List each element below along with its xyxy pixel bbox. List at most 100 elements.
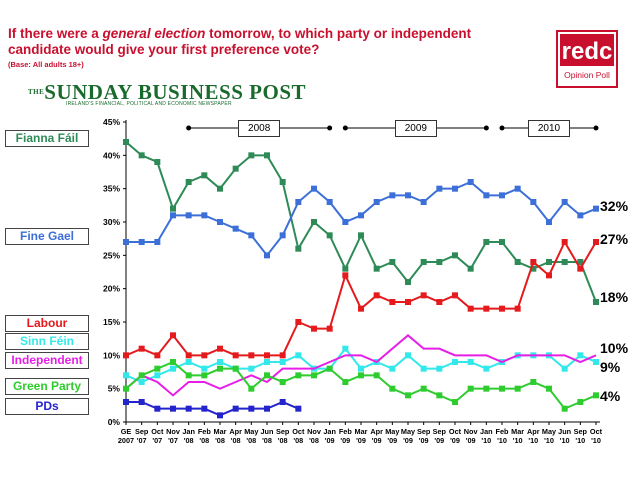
- data-point: [138, 239, 145, 245]
- data-point: [232, 165, 239, 172]
- period-dot-end: [483, 125, 489, 131]
- data-point: [593, 392, 599, 399]
- x-tick-label-year: '09: [403, 436, 413, 445]
- x-tick-label-year: '08: [262, 436, 272, 445]
- x-tick-label: Jan: [480, 427, 493, 436]
- data-point: [420, 365, 427, 372]
- data-point: [311, 185, 317, 192]
- data-point: [561, 365, 568, 372]
- data-point: [185, 212, 192, 219]
- data-point: [483, 385, 490, 392]
- data-point: [452, 185, 458, 192]
- data-point: [546, 259, 552, 265]
- masthead-subtitle: IRELAND'S FINANCIAL, POLITICAL AND ECONO…: [66, 101, 232, 107]
- x-tick-label-year: '09: [387, 436, 397, 445]
- data-point: [577, 259, 584, 265]
- data-point: [546, 272, 552, 279]
- data-point: [467, 265, 474, 272]
- data-point: [593, 359, 599, 365]
- data-point: [295, 245, 302, 252]
- data-point: [279, 359, 286, 365]
- data-point: [358, 365, 364, 372]
- data-point: [358, 305, 364, 312]
- data-point: [326, 199, 333, 205]
- data-point: [295, 319, 302, 325]
- data-point: [138, 399, 145, 405]
- x-tick-label-year: '10: [497, 436, 507, 445]
- x-tick-label-year: '09: [466, 436, 476, 445]
- data-point: [514, 185, 521, 192]
- data-point: [170, 212, 176, 219]
- data-point: [467, 179, 474, 185]
- y-tick-label: 15%: [103, 317, 120, 327]
- data-point: [373, 372, 380, 379]
- data-point: [326, 232, 333, 239]
- y-tick-label: 0%: [108, 417, 121, 427]
- x-tick-label-year: '07: [168, 436, 178, 445]
- data-point: [123, 139, 129, 145]
- data-point: [154, 239, 161, 245]
- x-tick-label: Sep: [433, 427, 447, 436]
- data-point: [123, 385, 129, 392]
- x-tick-label-year: '08: [231, 436, 241, 445]
- data-point: [530, 259, 537, 265]
- data-point: [561, 405, 568, 412]
- data-point: [452, 252, 458, 259]
- x-tick-label: Oct: [151, 427, 164, 436]
- x-tick-label-year: 2007: [118, 436, 134, 445]
- data-point: [185, 352, 192, 359]
- x-tick-label-year: '09: [372, 436, 382, 445]
- x-tick-label: Feb: [496, 427, 510, 436]
- x-tick-label: Nov: [166, 427, 181, 436]
- data-point: [389, 385, 396, 392]
- data-point: [154, 159, 161, 165]
- data-point: [232, 352, 239, 359]
- data-point: [138, 152, 145, 159]
- data-point: [358, 212, 364, 219]
- x-tick-label: Apr: [229, 427, 242, 436]
- x-tick-label-year: '10: [560, 436, 570, 445]
- end-value-label: 27%: [600, 231, 629, 247]
- data-point: [373, 199, 380, 205]
- data-point: [311, 372, 317, 379]
- base-note: (Base: All adults 18+): [8, 60, 84, 69]
- data-point: [248, 405, 255, 412]
- period-label: 2010: [528, 120, 570, 137]
- data-point: [217, 345, 223, 352]
- data-point: [436, 259, 443, 265]
- data-point: [593, 205, 599, 212]
- data-point: [123, 399, 129, 405]
- legend-item: Green Party: [5, 378, 89, 395]
- data-point: [201, 405, 208, 412]
- data-point: [264, 252, 270, 259]
- x-tick-label: May: [244, 427, 259, 436]
- data-point: [279, 352, 286, 359]
- data-point: [577, 399, 584, 405]
- period-label: 2009: [394, 120, 437, 137]
- data-point: [436, 185, 443, 192]
- x-tick-label: Jun: [558, 427, 571, 436]
- x-tick-label: Sep: [574, 427, 588, 436]
- y-tick-label: 45%: [103, 117, 120, 127]
- data-point: [389, 192, 396, 199]
- x-tick-label-year: '10: [528, 436, 538, 445]
- data-point: [217, 365, 223, 372]
- legend-item: Independent: [5, 352, 89, 369]
- newspaper-masthead: THESUNDAY BUSINESS POST: [28, 82, 306, 103]
- data-point: [170, 365, 176, 372]
- data-point: [170, 359, 176, 365]
- data-point: [483, 365, 490, 372]
- data-point: [154, 372, 161, 379]
- legend-item: PDs: [5, 398, 89, 415]
- x-tick-label: Oct: [590, 427, 603, 436]
- data-point: [138, 345, 145, 352]
- x-tick-label: Feb: [198, 427, 212, 436]
- period-label: 2008: [238, 120, 281, 137]
- data-point: [514, 305, 521, 312]
- series-line: [125, 239, 597, 357]
- data-point: [467, 359, 474, 365]
- data-point: [201, 365, 208, 372]
- end-value-label: 18%: [600, 289, 629, 305]
- x-tick-label: Apr: [370, 427, 383, 436]
